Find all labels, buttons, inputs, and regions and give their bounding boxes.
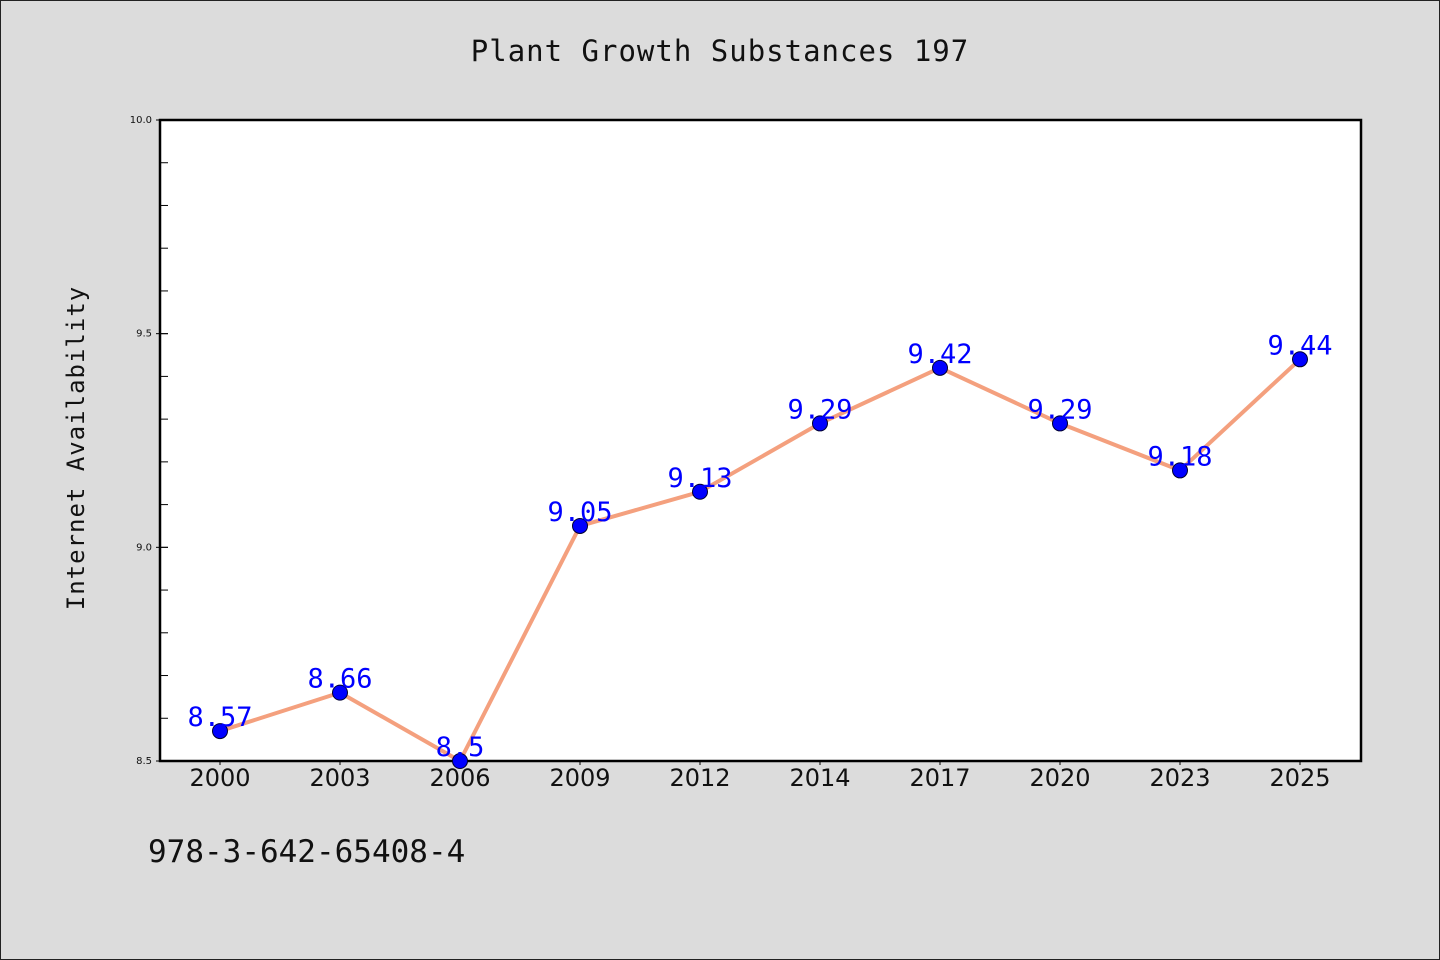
x-tick-label: 2023 <box>1149 764 1210 792</box>
data-label: 8.66 <box>307 664 372 695</box>
plot-area <box>158 118 1363 763</box>
isbn-text: 978-3-642-65408-4 <box>148 834 466 870</box>
x-tick-label: 2009 <box>549 764 610 792</box>
data-point <box>332 684 348 701</box>
data-label: 9.42 <box>907 339 972 370</box>
x-tick-label: 2020 <box>1029 764 1090 792</box>
x-tick-label: 2012 <box>669 764 730 792</box>
y-tick-label: 10.0 <box>130 115 152 126</box>
data-point <box>1172 462 1188 479</box>
x-tick-label: 2025 <box>1269 764 1330 792</box>
data-label: 9.29 <box>1027 394 1092 425</box>
data-point <box>452 753 468 769</box>
data-label: 9.18 <box>1147 441 1212 472</box>
data-point <box>1052 415 1068 432</box>
data-label: 8.57 <box>187 702 252 733</box>
x-tick-label: 2014 <box>789 764 850 792</box>
y-tick-label: 9.0 <box>136 542 152 553</box>
series-line <box>219 357 1302 763</box>
chart-title: Plant Growth Substances 197 <box>470 34 970 68</box>
data-label: 9.29 <box>787 394 852 425</box>
x-tick-label: 2017 <box>909 764 970 792</box>
data-point <box>692 483 708 500</box>
y-tick-label: 9.5 <box>136 329 152 340</box>
x-tick-label: 2003 <box>309 764 370 792</box>
data-label: 9.44 <box>1267 330 1332 361</box>
x-tick-label: 2000 <box>189 764 250 792</box>
data-label: 9.05 <box>547 497 612 528</box>
data-label: 9.13 <box>667 463 732 494</box>
data-point <box>812 415 828 432</box>
data-point <box>932 359 948 376</box>
data-point <box>212 723 228 740</box>
data-point <box>572 517 588 534</box>
y-tick-label: 8.5 <box>136 756 152 767</box>
data-point <box>1292 351 1308 368</box>
data-label: 8.5 <box>436 732 485 763</box>
